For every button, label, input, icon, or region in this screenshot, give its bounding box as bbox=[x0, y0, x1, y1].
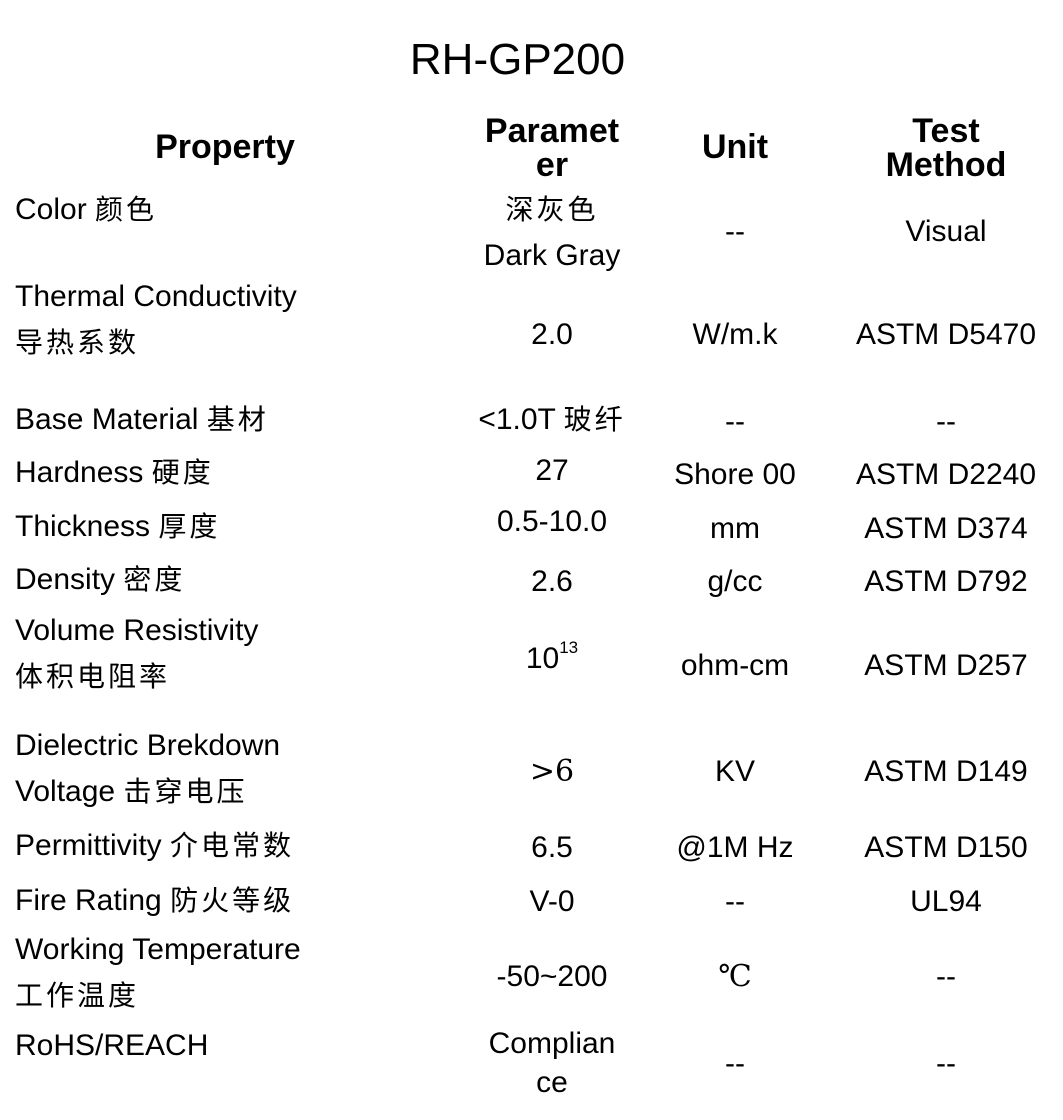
unit: ℃ bbox=[718, 959, 752, 994]
test-method: ASTM D149 bbox=[864, 755, 1028, 788]
property-en-line2: Voltage bbox=[15, 775, 116, 808]
unit: -- bbox=[725, 215, 745, 248]
property-en: Thickness bbox=[15, 510, 151, 543]
unit: mm bbox=[710, 512, 760, 545]
parameter: 0.5-10.0 bbox=[496, 505, 608, 538]
header-parameter-line1: Paramet bbox=[484, 112, 620, 150]
test-method: -- bbox=[936, 1047, 956, 1080]
parameter: 1013 bbox=[452, 637, 652, 681]
property-cell: Voltage 击穿电压 bbox=[15, 770, 247, 814]
unit: ohm-cm bbox=[680, 649, 790, 682]
parameter: 27 bbox=[535, 454, 569, 487]
test-method: ASTM D150 bbox=[864, 831, 1028, 864]
unit: KV bbox=[714, 755, 756, 788]
parameter: 6.5 bbox=[531, 831, 573, 864]
property-en: Base Material bbox=[15, 403, 199, 436]
parameter-cell: <1.0T 玻纤 bbox=[452, 398, 652, 442]
property-en: Hardness bbox=[15, 456, 144, 489]
test-method: UL94 bbox=[910, 885, 982, 918]
unit: -- bbox=[725, 1047, 745, 1080]
property-cell: Thickness 厚度 bbox=[15, 505, 220, 549]
property-en: Fire Rating bbox=[15, 884, 162, 917]
unit: -- bbox=[725, 405, 745, 438]
header-parameter-line2: er bbox=[535, 146, 569, 184]
unit: g/cc bbox=[707, 565, 763, 598]
property-cn: 颜色 bbox=[95, 193, 158, 226]
property-en: Volume Resistivity bbox=[15, 614, 259, 647]
property-cn: 介电常数 bbox=[170, 829, 295, 862]
parameter: 2.6 bbox=[531, 565, 573, 598]
header-unit: Unit bbox=[701, 128, 769, 166]
test-method: ASTM D257 bbox=[864, 649, 1028, 682]
unit: W/m.k bbox=[692, 318, 778, 351]
property-cell: Fire Rating 防火等级 bbox=[15, 879, 294, 923]
property-cn: 工作温度 bbox=[15, 979, 140, 1012]
parameter: V-0 bbox=[529, 885, 575, 918]
property-cell: Hardness 硬度 bbox=[15, 451, 214, 495]
parameter-line2: ce bbox=[536, 1066, 568, 1099]
property-cn: 厚度 bbox=[158, 510, 221, 543]
test-method: -- bbox=[936, 960, 956, 993]
property-cn: 硬度 bbox=[151, 456, 214, 489]
parameter-exponent: 13 bbox=[559, 638, 579, 657]
test-method: ASTM D5470 bbox=[855, 318, 1037, 351]
property-cell: Base Material 基材 bbox=[15, 398, 269, 442]
header-property: Property bbox=[155, 128, 295, 166]
property-en: Density bbox=[15, 563, 116, 596]
unit: Shore 00 bbox=[674, 458, 796, 491]
property-en: Working Temperature bbox=[15, 933, 301, 966]
property-en: Permittivity bbox=[15, 829, 162, 862]
property-en: Color bbox=[15, 193, 87, 226]
header-test-method: Test Method bbox=[836, 114, 1056, 182]
parameter-base: 10 bbox=[525, 642, 560, 675]
test-method: ASTM D374 bbox=[864, 512, 1028, 545]
test-method: ASTM D2240 bbox=[855, 458, 1037, 491]
parameter: >6 bbox=[529, 754, 575, 789]
test-method: ASTM D792 bbox=[864, 565, 1028, 598]
parameter-cn: 玻纤 bbox=[563, 403, 626, 436]
property-cell: Density 密度 bbox=[15, 558, 185, 602]
test-method: Visual bbox=[905, 215, 987, 248]
unit: @1M Hz bbox=[676, 831, 794, 864]
parameter: <1.0T bbox=[478, 403, 556, 436]
property-cn: 密度 bbox=[123, 563, 186, 596]
parameter-line1: Complian bbox=[488, 1027, 616, 1060]
parameter: Dark Gray bbox=[483, 239, 621, 272]
property-cn: 体积电阻率 bbox=[15, 660, 171, 693]
property-cell: Color 颜色 bbox=[15, 188, 157, 232]
property-cn: 基材 bbox=[206, 403, 269, 436]
property-cn: 防火等级 bbox=[170, 884, 295, 917]
page-title: RH-GP200 bbox=[409, 35, 626, 84]
test-method: -- bbox=[936, 405, 956, 438]
header-method-line1: Test bbox=[912, 112, 980, 150]
parameter: -50~200 bbox=[496, 960, 608, 993]
header-parameter: Paramet er bbox=[452, 114, 652, 182]
parameter-cn: 深灰色 bbox=[505, 193, 599, 226]
unit: -- bbox=[725, 885, 745, 918]
property-en: RoHS/REACH bbox=[15, 1029, 209, 1062]
property-en-line1: Dielectric Brekdown bbox=[15, 729, 281, 762]
property-en: Thermal Conductivity bbox=[15, 280, 297, 313]
parameter: 2.0 bbox=[531, 318, 573, 351]
property-cell: Permittivity 介电常数 bbox=[15, 824, 294, 868]
property-cn: 击穿电压 bbox=[123, 775, 248, 808]
property-cn: 导热系数 bbox=[15, 326, 140, 359]
header-method-line2: Method bbox=[885, 146, 1007, 184]
